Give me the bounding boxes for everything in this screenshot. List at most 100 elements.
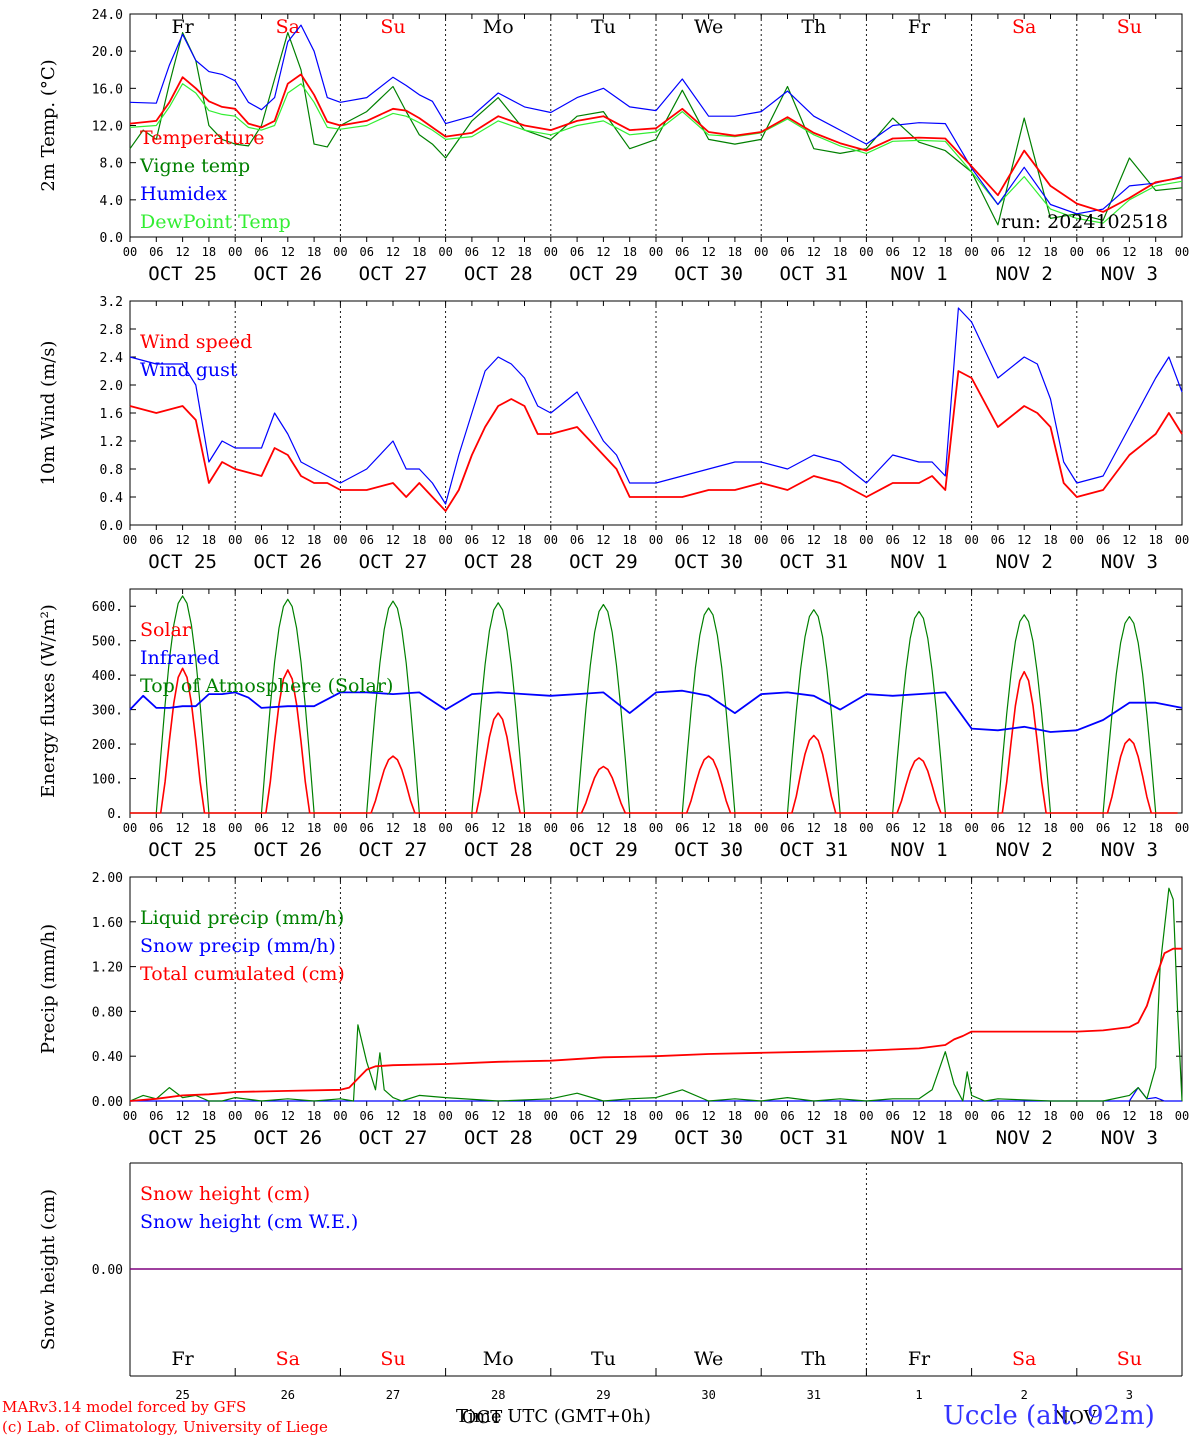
temp-hour-label: 06 [885,245,899,259]
flux-hour-label: 00 [1175,821,1189,835]
wind-hour-label: 00 [859,533,873,547]
precip-ytick-label: 0.80 [92,1005,123,1020]
wind-hour-label: 12 [281,533,295,547]
precip-hour-label: 18 [728,1109,742,1123]
snow-legend-0: Snow height (cm) [140,1183,310,1205]
month-overlay-nov: NOV [1053,1407,1097,1428]
precip-ytick-label: 1.20 [92,961,123,976]
temp-hour-label: 06 [465,245,479,259]
temp-hour-label: 00 [123,245,137,259]
precip-ytick-label: 1.60 [92,916,123,931]
flux-date-label: OCT 27 [359,839,428,861]
wind-legend-1: Wind gust [140,359,238,381]
flux-legend-2: Top of Atmosphere (Solar) [140,675,393,697]
flux-hour-label: 18 [833,821,847,835]
precip-date-label: NOV 3 [1101,1127,1158,1149]
wind-series-wind-gust [129,307,1183,505]
precip-hour-label: 12 [281,1109,295,1123]
flux-hour-label: 18 [517,821,531,835]
flux-hour-label: 06 [359,821,373,835]
flux-hour-label: 06 [254,821,268,835]
temp-hour-label: 06 [149,245,163,259]
precip-hour-label: 12 [175,1109,189,1123]
precip-date-label: OCT 25 [148,1127,217,1149]
snow-daynum-label: 1 [915,1388,922,1402]
temp-ytick-label: 4.0 [100,194,123,209]
wind-hour-label: 18 [938,533,952,547]
precip-date-label: OCT 28 [464,1127,533,1149]
flux-date-label: OCT 28 [464,839,533,861]
wind-hour-label: 12 [175,533,189,547]
station-label: Uccle (alt. 92m) [943,1401,1155,1431]
temp-date-label: OCT 30 [674,263,743,285]
wind-ytick-label: 2.0 [100,379,123,394]
wind-hour-label: 18 [412,533,426,547]
temp-hour-label: 18 [622,245,636,259]
precip-hour-label: 00 [859,1109,873,1123]
temp-hour-label: 18 [1148,245,1162,259]
temp-date-label: OCT 31 [779,263,848,285]
flux-hour-label: 06 [465,821,479,835]
precip-hour-label: 18 [833,1109,847,1123]
flux-hour-label: 06 [1096,821,1110,835]
wind-date-label: OCT 31 [779,551,848,573]
temp-hour-label: 06 [359,245,373,259]
precip-hour-label: 18 [938,1109,952,1123]
temp-hour-label: 12 [175,245,189,259]
wind-hour-label: 18 [307,533,321,547]
wind-hour-label: 12 [1017,533,1031,547]
temp-hour-label: 18 [307,245,321,259]
flux-hour-label: 06 [149,821,163,835]
temp-date-label: OCT 26 [253,263,322,285]
flux-ylabel: Energy fluxes (W/m²) [38,604,59,798]
wind-hour-label: 12 [701,533,715,547]
temp-ytick-label: 12.0 [92,120,123,135]
precip-ylabel: Precip (mm/h) [38,924,59,1054]
wind-hour-label: 18 [1148,533,1162,547]
wind-hour-label: 18 [622,533,636,547]
flux-date-label: OCT 30 [674,839,743,861]
flux-hour-label: 18 [1148,821,1162,835]
snow-dow-label: Sa [1012,1348,1036,1370]
snow-daynum-label: 28 [491,1388,505,1402]
temp-hour-label: 12 [701,245,715,259]
flux-hour-label: 12 [807,821,821,835]
flux-hour-label: 06 [991,821,1005,835]
precip-date-label: OCT 27 [359,1127,428,1149]
snow-dow-label: Sa [276,1348,300,1370]
temp-dow-label: Th [801,16,826,38]
temp-hour-label: 06 [570,245,584,259]
temp-ytick-label: 20.0 [92,45,123,60]
wind-hour-label: 00 [1070,533,1084,547]
temp-hour-label: 12 [912,245,926,259]
flux-legend-0: Solar [140,619,192,641]
flux-hour-label: 00 [754,821,768,835]
precip-hour-label: 12 [912,1109,926,1123]
temp-hour-label: 00 [228,245,242,259]
flux-hour-label: 12 [491,821,505,835]
wind-ytick-label: 0.0 [100,519,123,534]
precip-hour-label: 18 [622,1109,636,1123]
snow-daynum-label: 29 [596,1388,610,1402]
wind-date-label: OCT 27 [359,551,428,573]
precip-date-label: NOV 2 [996,1127,1053,1149]
temp-hour-label: 12 [807,245,821,259]
snow-dow-label: We [694,1348,723,1370]
wind-hour-label: 00 [123,533,137,547]
wind-date-label: NOV 2 [996,551,1053,573]
temp-dow-label: Tu [591,16,616,38]
precip-date-label: OCT 29 [569,1127,638,1149]
temp-ylabel: 2m Temp. (°C) [38,59,59,191]
wind-ytick-label: 3.2 [100,295,123,310]
flux-legend-1: Infrared [140,647,220,669]
wind-date-label: NOV 1 [890,551,947,573]
snow-dow-label: Fr [908,1348,931,1370]
precip-hour-label: 06 [1096,1109,1110,1123]
precip-hour-label: 00 [544,1109,558,1123]
snow-dow-label: Fr [171,1348,194,1370]
precip-hour-label: 12 [1017,1109,1031,1123]
flux-date-label: OCT 31 [779,839,848,861]
snow-daynum-label: 26 [281,1388,295,1402]
temp-date-label: OCT 25 [148,263,217,285]
